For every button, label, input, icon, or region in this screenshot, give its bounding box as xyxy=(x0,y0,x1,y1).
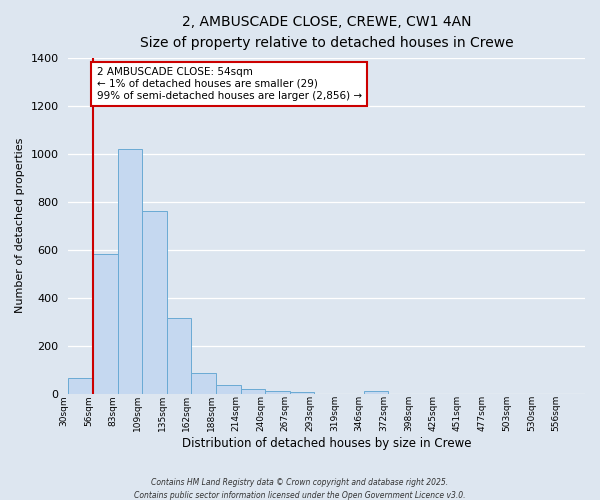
Bar xyxy=(290,392,314,394)
Bar xyxy=(68,378,93,394)
Text: 2 AMBUSCADE CLOSE: 54sqm
← 1% of detached houses are smaller (29)
99% of semi-de: 2 AMBUSCADE CLOSE: 54sqm ← 1% of detache… xyxy=(97,68,362,100)
Bar xyxy=(241,389,265,394)
Bar xyxy=(142,212,167,394)
X-axis label: Distribution of detached houses by size in Crewe: Distribution of detached houses by size … xyxy=(182,437,472,450)
Bar xyxy=(191,372,216,394)
Bar xyxy=(216,386,241,394)
Bar xyxy=(364,392,388,394)
Title: 2, AMBUSCADE CLOSE, CREWE, CW1 4AN
Size of property relative to detached houses : 2, AMBUSCADE CLOSE, CREWE, CW1 4AN Size … xyxy=(140,15,514,50)
Bar xyxy=(93,254,118,394)
Bar xyxy=(265,391,290,394)
Y-axis label: Number of detached properties: Number of detached properties xyxy=(15,138,25,314)
Bar xyxy=(167,318,191,394)
Bar xyxy=(118,149,142,394)
Text: Contains HM Land Registry data © Crown copyright and database right 2025.
Contai: Contains HM Land Registry data © Crown c… xyxy=(134,478,466,500)
